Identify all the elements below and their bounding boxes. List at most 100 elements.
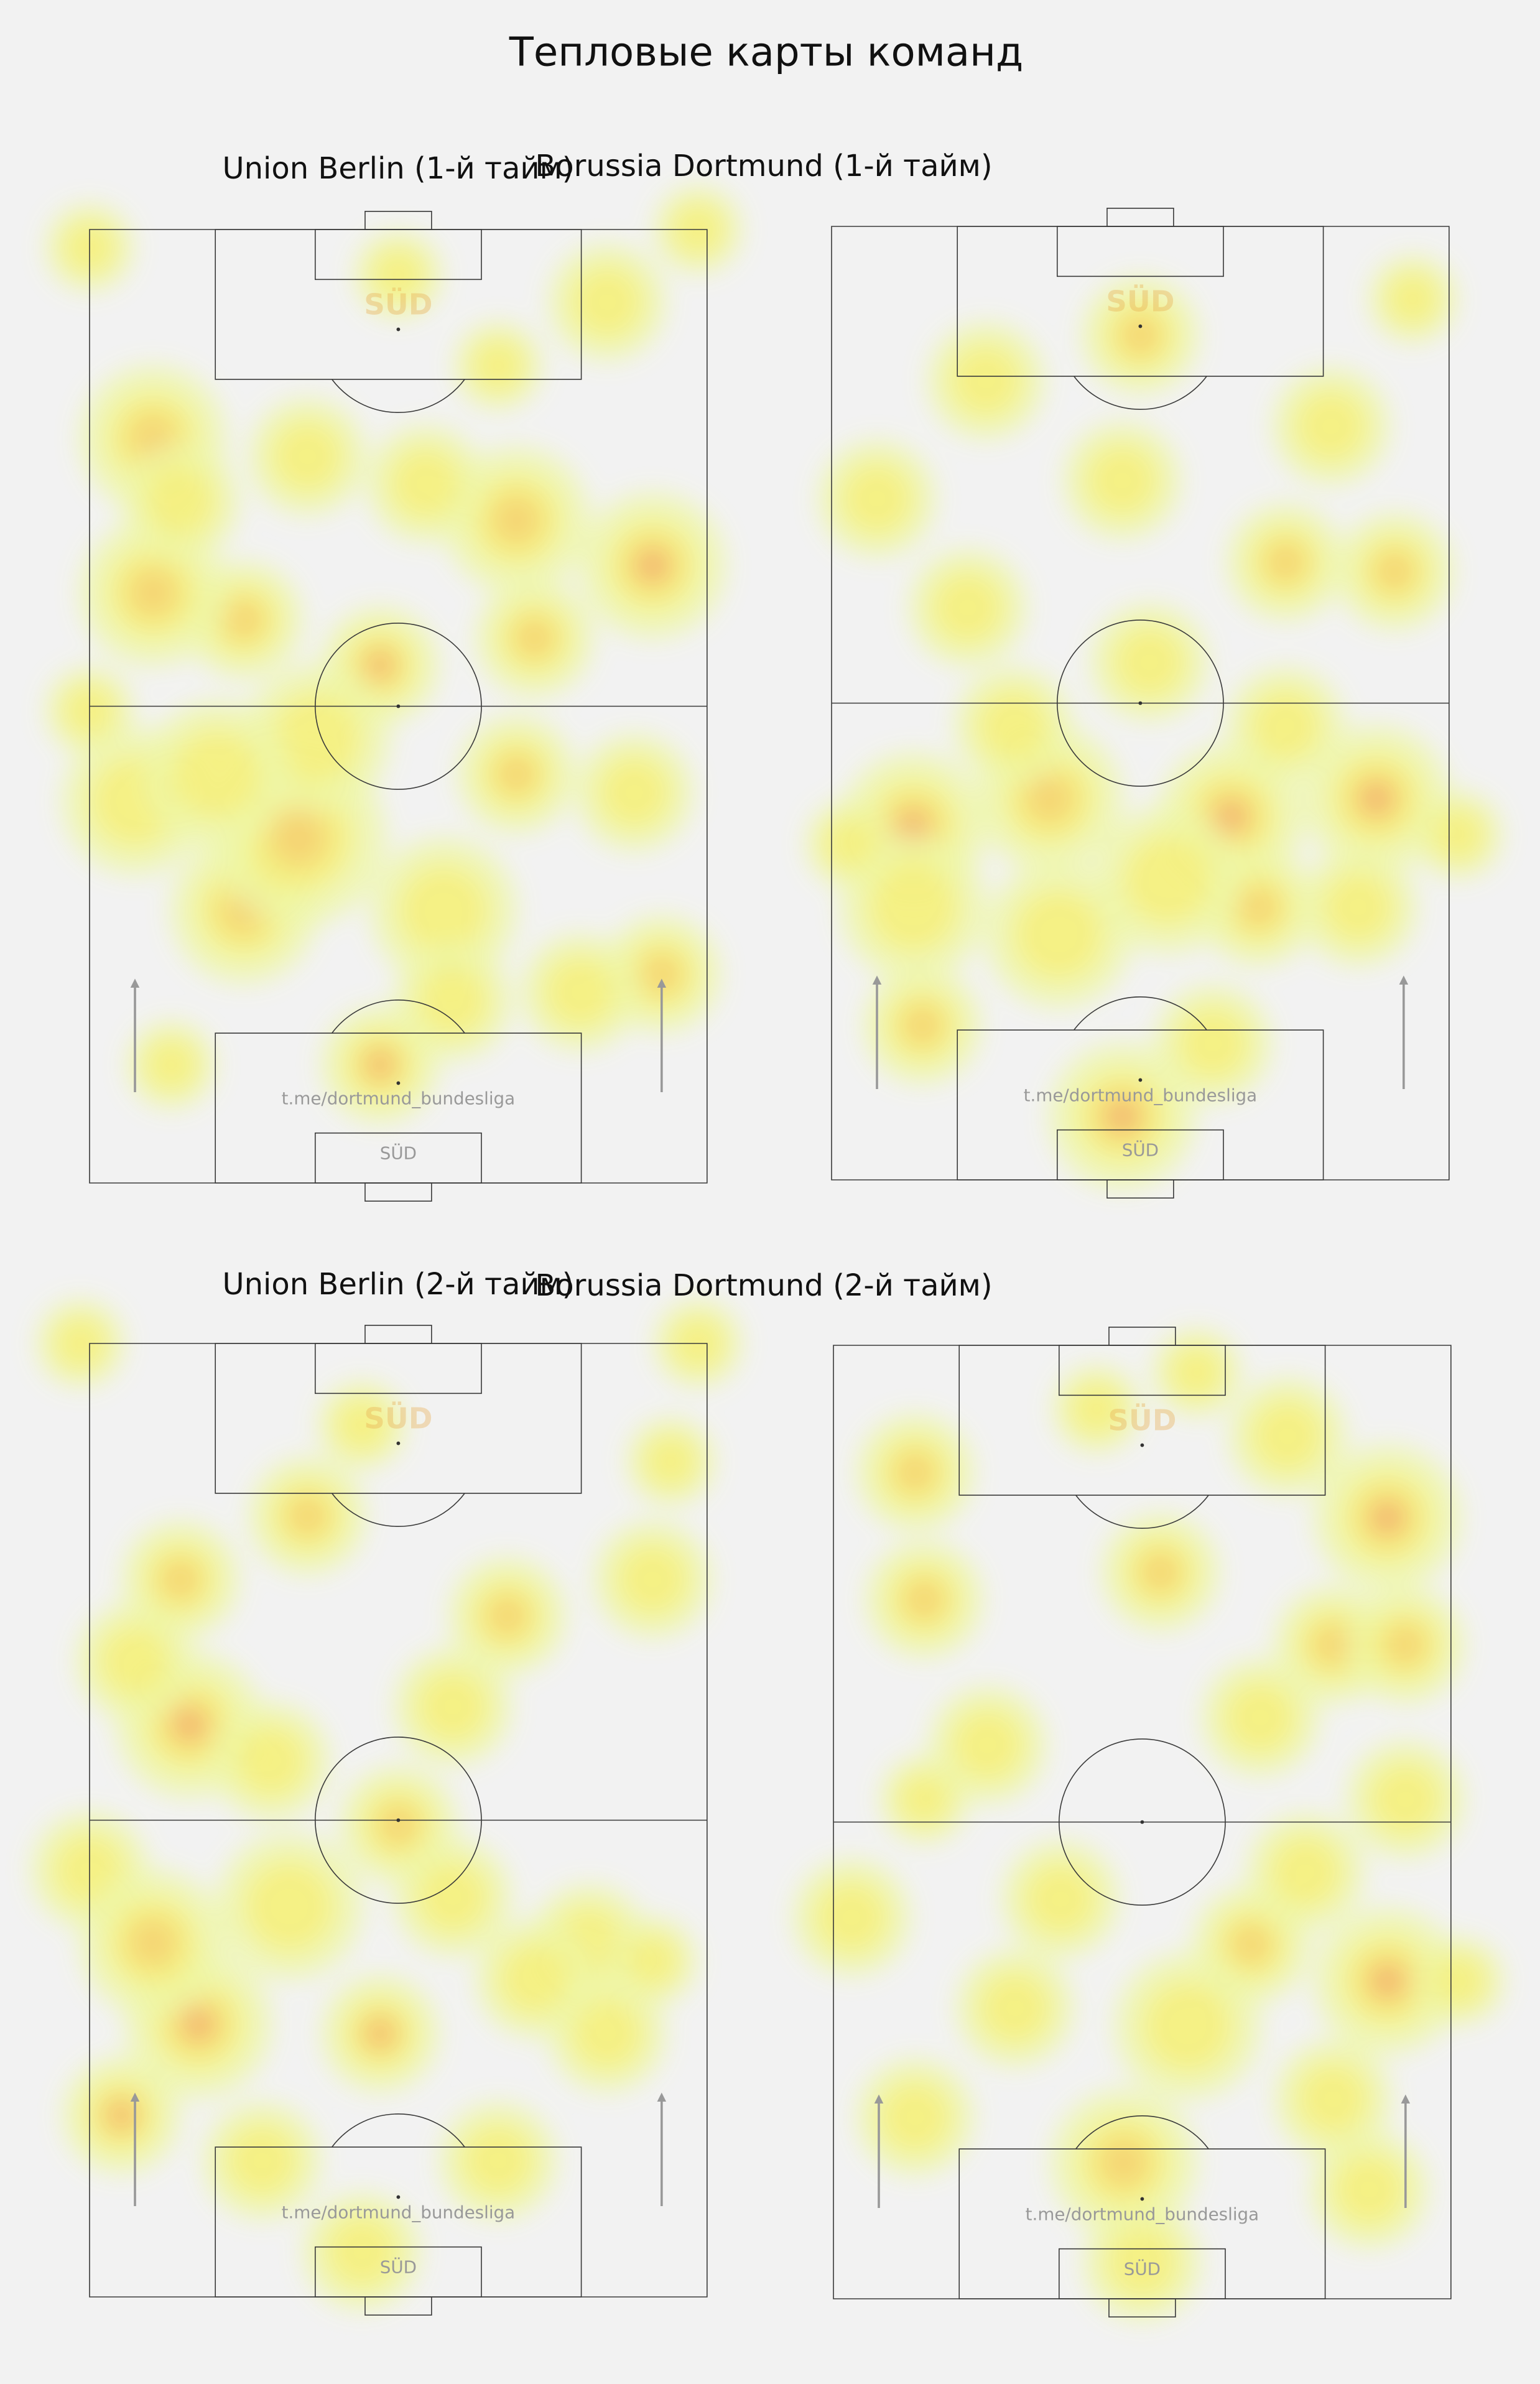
centre-circle bbox=[1057, 620, 1223, 786]
heat-mid bbox=[1251, 1399, 1324, 1473]
heat-mid bbox=[1269, 1835, 1342, 1909]
heat-mid bbox=[244, 1861, 335, 1952]
heatmap bbox=[793, 1329, 1504, 2321]
heat-mid bbox=[1122, 835, 1213, 926]
heat-warm bbox=[287, 1496, 328, 1536]
heat-warm bbox=[128, 1918, 179, 1968]
heat-mid bbox=[53, 1316, 108, 1371]
centre-circle bbox=[315, 1737, 481, 1903]
logo-text: SÜD bbox=[1106, 285, 1174, 319]
goal bbox=[1109, 1327, 1176, 1345]
heat-hot bbox=[1106, 1100, 1138, 1133]
heat-mid bbox=[949, 344, 1023, 417]
panel-title: Union Berlin (2-й тайм) bbox=[222, 1267, 573, 1302]
heat-mid bbox=[598, 756, 671, 829]
heat-mid bbox=[389, 447, 462, 521]
heat-mid bbox=[1106, 2226, 1179, 2299]
heat-mid bbox=[1013, 889, 1104, 980]
heat-mid bbox=[1385, 272, 1440, 327]
heat-mid bbox=[822, 817, 877, 871]
heat-mid bbox=[931, 571, 1004, 644]
heat-mid bbox=[1369, 1763, 1442, 1836]
goal bbox=[365, 1325, 432, 1343]
logo-text: SÜD bbox=[364, 288, 432, 322]
penalty-spot bbox=[1138, 324, 1143, 328]
heat-mid bbox=[98, 1625, 172, 1698]
heat-warm bbox=[1312, 1625, 1353, 1665]
goal-area bbox=[315, 1343, 481, 1393]
heat-hot bbox=[367, 2021, 393, 2047]
heatmap bbox=[45, 185, 742, 1123]
heat-mid bbox=[625, 1934, 680, 1988]
centre-spot bbox=[396, 1818, 401, 1822]
heat-mid bbox=[271, 692, 362, 784]
heat-warm bbox=[487, 1595, 527, 1636]
heat-mid bbox=[570, 266, 644, 339]
heat-mid bbox=[976, 689, 1050, 763]
goal bbox=[1107, 208, 1174, 226]
heat-mid bbox=[498, 1942, 571, 2016]
heat-mid bbox=[1085, 444, 1159, 517]
centre-spot bbox=[1138, 701, 1143, 705]
stand-label: SÜD bbox=[380, 2256, 417, 2277]
heat-mid bbox=[416, 965, 489, 1038]
heat-mid bbox=[1169, 1345, 1224, 1400]
heatmap bbox=[31, 1299, 742, 2310]
heat-warm bbox=[128, 567, 179, 618]
penalty-arc bbox=[332, 1000, 465, 1033]
heat-mid bbox=[335, 1398, 389, 1453]
heat-hot bbox=[174, 1709, 206, 1741]
heat-hot bbox=[1215, 800, 1247, 833]
heat-mid bbox=[951, 1709, 1024, 1781]
heat-mid bbox=[398, 865, 489, 956]
heat-mid bbox=[643, 1434, 698, 1489]
penalty-spot bbox=[396, 327, 401, 332]
heat-warm bbox=[514, 618, 555, 659]
heat-mid bbox=[271, 420, 344, 493]
heat-mid bbox=[144, 1037, 199, 1092]
heat-mid bbox=[1432, 1954, 1488, 2008]
panel-title: Union Berlin (1-й тайм) bbox=[222, 151, 573, 186]
heat-hot bbox=[182, 2008, 215, 2041]
goal bbox=[365, 211, 432, 230]
watermark: t.me/dortmund_bundesliga bbox=[282, 1088, 515, 1109]
heat-mid bbox=[1296, 2062, 1370, 2136]
heatmap bbox=[806, 255, 1502, 1189]
penalty-spot bbox=[1140, 2197, 1144, 2201]
heat-mid bbox=[416, 1670, 489, 1743]
stand-label: SÜD bbox=[380, 1142, 417, 1163]
pitch-panel: SÜD t.me/dortmund_bundesliga SÜD bbox=[793, 1327, 1504, 2321]
goal bbox=[1109, 2299, 1176, 2317]
heat-mid bbox=[234, 1725, 308, 1797]
heat-mid bbox=[1223, 1681, 1297, 1754]
heat-warm bbox=[904, 1579, 945, 1620]
penalty-spot bbox=[1140, 1443, 1144, 1447]
heat-mid bbox=[144, 465, 217, 539]
penalty-arc bbox=[332, 2114, 465, 2147]
heat-warm bbox=[902, 1005, 943, 1046]
heat-warm bbox=[1375, 551, 1415, 591]
heat-hot bbox=[897, 810, 929, 842]
logo-text: SÜD bbox=[1108, 1404, 1176, 1438]
centre-spot bbox=[396, 704, 401, 708]
heat-warm bbox=[1231, 1924, 1271, 1965]
heat-warm bbox=[1238, 887, 1279, 928]
penalty-spot bbox=[1138, 1078, 1143, 1082]
heat-mid bbox=[226, 2124, 299, 2197]
heat-warm bbox=[496, 754, 537, 795]
heat-mid bbox=[815, 1881, 888, 1954]
stand-label: SÜD bbox=[1124, 2258, 1161, 2279]
logo-text: SÜD bbox=[364, 1402, 432, 1436]
pitch-panel: SÜD t.me/dortmund_bundesliga SÜD bbox=[806, 208, 1502, 1198]
heat-mid bbox=[570, 1997, 644, 2070]
penalty-spot bbox=[396, 1081, 401, 1085]
heat-mid bbox=[868, 862, 959, 953]
penalty-arc bbox=[332, 379, 465, 412]
heat-warm bbox=[1265, 542, 1306, 583]
heat-warm bbox=[224, 600, 264, 640]
centre-circle bbox=[1059, 1739, 1225, 1905]
heat-warm bbox=[895, 1452, 935, 1493]
heat-hot bbox=[367, 652, 393, 679]
heat-hot bbox=[1360, 782, 1393, 815]
